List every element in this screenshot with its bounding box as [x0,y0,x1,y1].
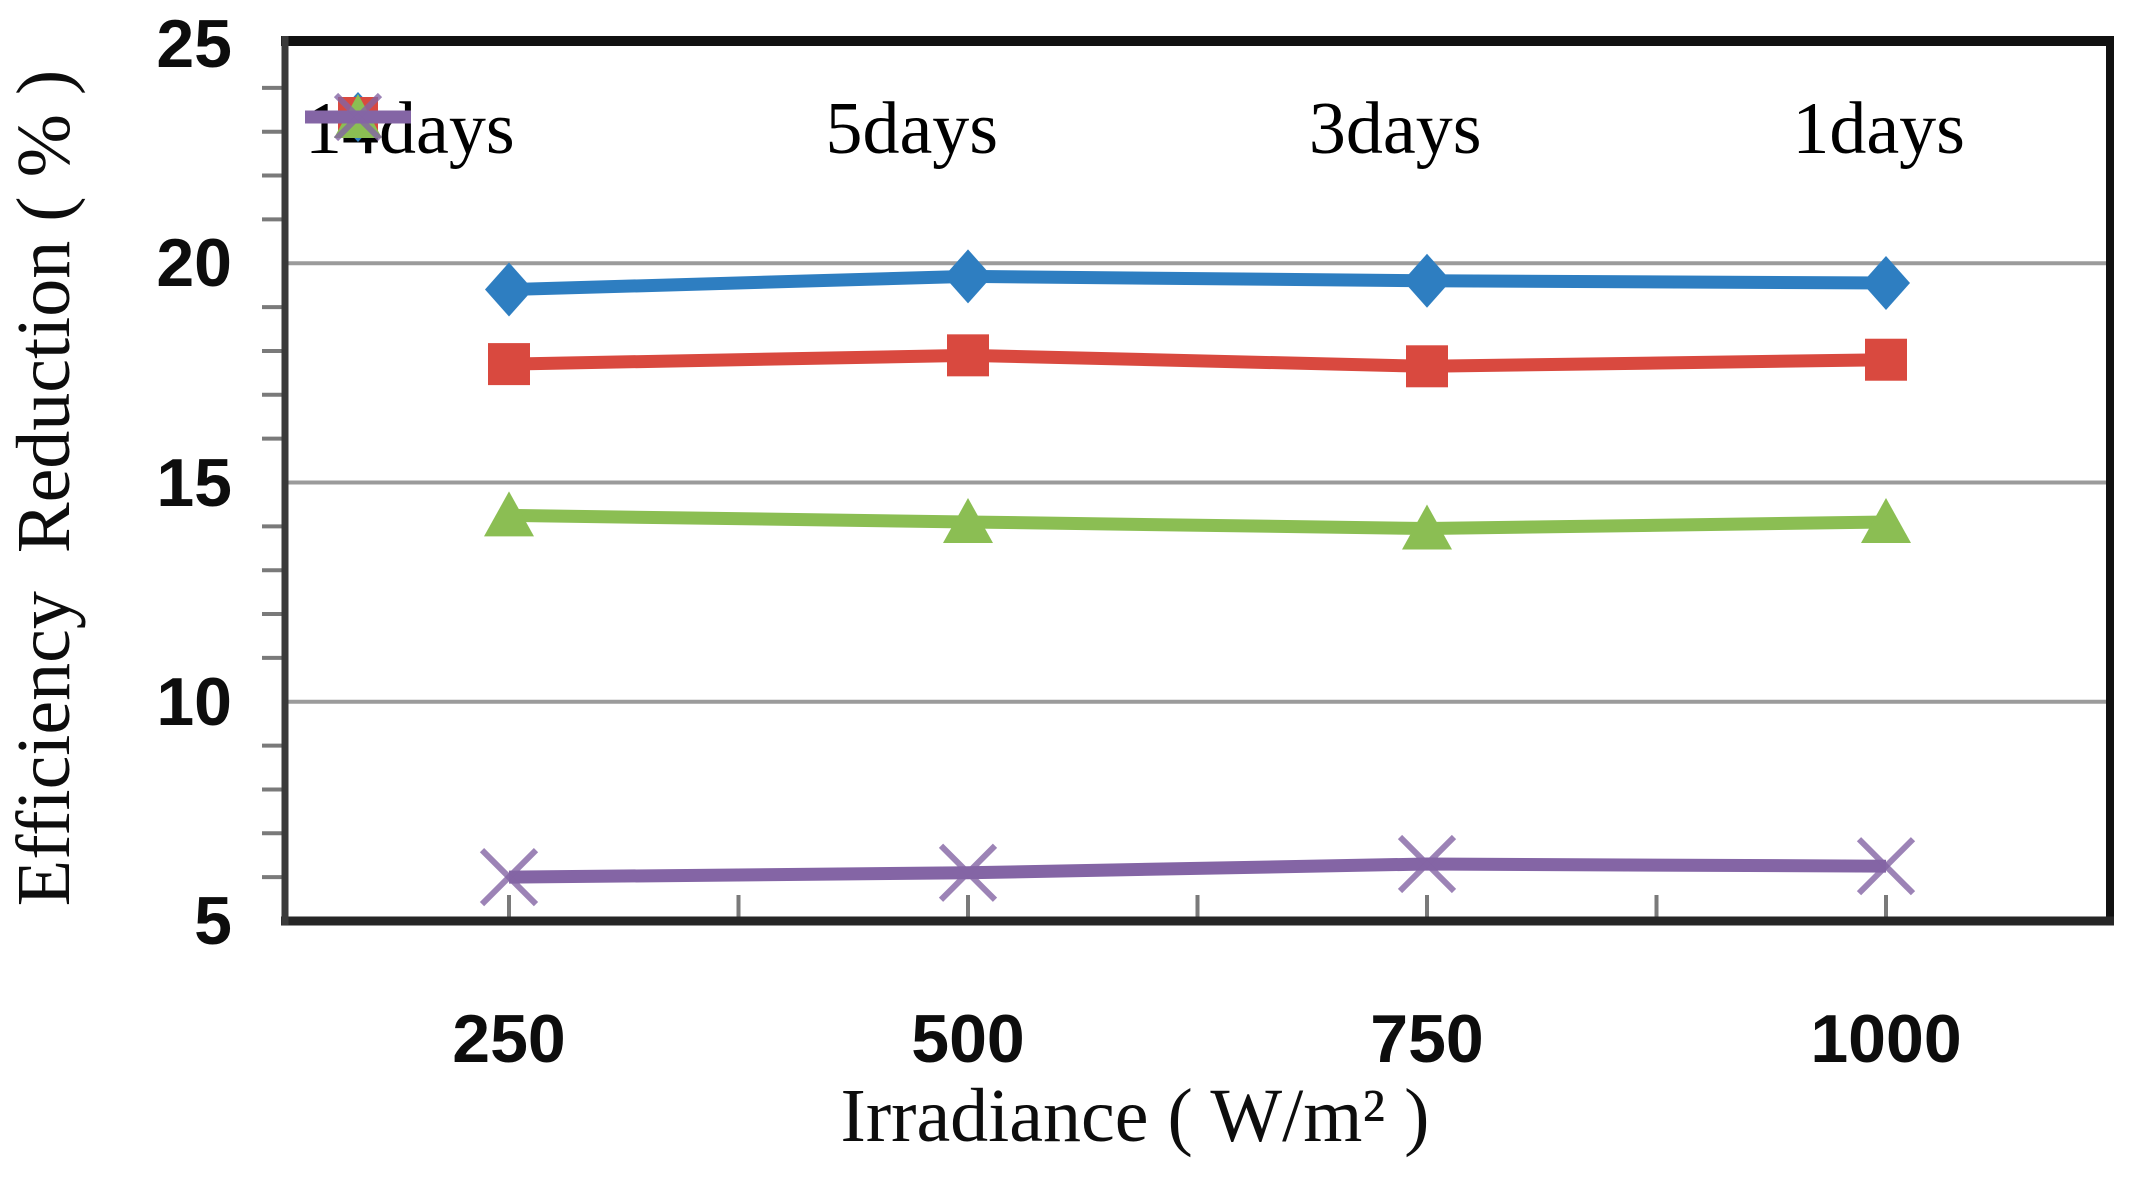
triangle-marker [1861,497,1911,543]
legend-item-5days: 5days [305,88,999,170]
series-line-14days [508,269,1887,297]
x-tick-label: 1000 [1810,1001,1962,1077]
series-line-5days [508,348,1887,373]
legend-label: 1days [1792,88,1965,170]
x-marker [938,843,998,902]
triangle-marker [484,491,534,537]
square-marker [947,334,989,377]
x-tick-label: 250 [452,1001,566,1077]
x-tick-label: 750 [1370,1001,1484,1077]
y-tick-label: 15 [156,444,232,521]
y-tick-label: 20 [156,225,232,302]
square-marker [488,343,530,386]
legend-item-1days: 1days [305,88,1965,170]
legend-label: 5days [825,88,999,170]
legend-marker-x-icon [305,92,411,142]
x-marker [1856,837,1916,896]
chart-legend: 14days 5days 3days 1days [305,86,1965,172]
legend-label: 3days [1308,88,1482,170]
series-line-1days [508,857,1887,884]
y-axis-title: Efficiency Reduction ( % ) [2,69,86,907]
x-axis-title: Irradiance ( W/m² ) [840,1074,1430,1158]
square-marker [1406,345,1448,388]
diamond-marker [944,249,992,304]
triangle-marker [943,497,993,543]
y-tick-label: 25 [156,6,232,82]
x-marker [1397,834,1457,894]
x-tick-label: 500 [911,1001,1025,1077]
x-marker [479,848,539,907]
legend-item-3days: 3days [305,88,1482,170]
square-marker [1865,338,1907,381]
y-tick-label: 5 [194,883,232,959]
triangle-marker [1402,504,1452,550]
y-tick-label: 10 [156,663,232,740]
diamond-marker [1403,253,1451,308]
diamond-marker [485,262,533,317]
series-line-3days [508,508,1887,536]
diamond-marker [1862,255,1910,310]
